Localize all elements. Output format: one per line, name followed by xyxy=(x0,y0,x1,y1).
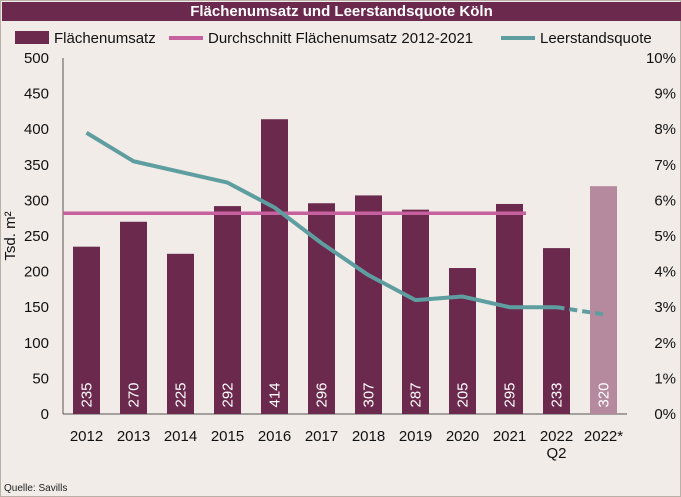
bar-value-label: 225 xyxy=(173,382,190,407)
x-tick-label: 2012 xyxy=(70,428,103,445)
y-tick-label: 0 xyxy=(41,406,49,423)
bar-value-label: 296 xyxy=(314,382,331,407)
x-tick-label: 2014 xyxy=(164,428,197,445)
x-tick-label: 2021 xyxy=(493,428,526,445)
bar-value-label: 292 xyxy=(220,382,237,407)
y2-tick-label: 0% xyxy=(654,406,676,423)
bar xyxy=(120,221,147,414)
vacancy-line xyxy=(85,131,557,310)
y-tick-label: 150 xyxy=(24,299,49,316)
bar-value-label: 235 xyxy=(79,382,96,407)
bar-value-label: 205 xyxy=(455,382,472,407)
legend-swatch-flaechenumsatz xyxy=(15,31,49,44)
x-tick-label: Q2 xyxy=(546,445,566,462)
bar xyxy=(543,248,570,414)
x-tick-label: 2020 xyxy=(446,428,479,445)
y2-tick-label: 1% xyxy=(654,370,676,387)
y2-tick-label: 7% xyxy=(654,157,676,174)
title-bar: Flächenumsatz und Leerstandsquote Köln xyxy=(2,2,681,21)
bar-value-label: 233 xyxy=(549,382,566,407)
x-tick-label: 2016 xyxy=(258,428,291,445)
bar-value-label: 307 xyxy=(361,382,378,407)
y-tick-label: 450 xyxy=(24,86,49,103)
bar-value-label: 414 xyxy=(267,382,284,407)
y-axis-title: Tsd. m² xyxy=(2,211,19,260)
y-tick-label: 500 xyxy=(24,50,49,67)
y2-tick-label: 2% xyxy=(654,335,676,352)
x-tick-label: 2022 xyxy=(540,428,573,445)
legend-label-flaechenumsatz: Flächenumsatz xyxy=(54,30,156,47)
chart-title: Flächenumsatz und Leerstandsquote Köln xyxy=(190,3,493,20)
bar-value-label: 295 xyxy=(502,382,519,407)
x-tick-label: 2018 xyxy=(352,428,385,445)
bar-value-label: 270 xyxy=(126,382,143,407)
y-tick-label: 100 xyxy=(24,335,49,352)
y2-tick-label: 9% xyxy=(654,86,676,103)
legend-label-leerstandsquote: Leerstandsquote xyxy=(540,30,652,47)
y-tick-label: 50 xyxy=(32,370,49,387)
y2-tick-label: 3% xyxy=(654,299,676,316)
x-tick-label: 2013 xyxy=(117,428,150,445)
vacancy-line-forecast xyxy=(556,305,604,317)
bar xyxy=(590,186,617,414)
bar xyxy=(355,195,382,414)
x-tick-label: 2017 xyxy=(305,428,338,445)
bar xyxy=(73,246,100,414)
y-tick-label: 400 xyxy=(24,121,49,138)
y-tick-label: 200 xyxy=(24,264,49,281)
legend-label-average: Durchschnitt Flächenumsatz 2012-2021 xyxy=(208,30,473,47)
x-tick-label: 2022* xyxy=(584,428,623,445)
bar xyxy=(449,268,476,414)
bar xyxy=(402,209,429,414)
x-tick-label: 2019 xyxy=(399,428,432,445)
bar xyxy=(261,119,288,415)
bar-value-label: 320 xyxy=(596,382,613,407)
y2-tick-label: 8% xyxy=(654,121,676,138)
y-tick-label: 300 xyxy=(24,192,49,209)
source-note: Quelle: Savills xyxy=(4,483,68,494)
y-tick-label: 350 xyxy=(24,157,49,174)
y2-tick-label: 4% xyxy=(654,264,676,281)
bar xyxy=(214,206,241,414)
y2-tick-label: 5% xyxy=(654,228,676,245)
y2-tick-label: 6% xyxy=(654,192,676,209)
x-tick-label: 2015 xyxy=(211,428,244,445)
bar-value-label: 287 xyxy=(408,382,425,407)
bar xyxy=(167,253,194,414)
y-tick-label: 250 xyxy=(24,228,49,245)
y2-tick-label: 10% xyxy=(646,50,676,67)
